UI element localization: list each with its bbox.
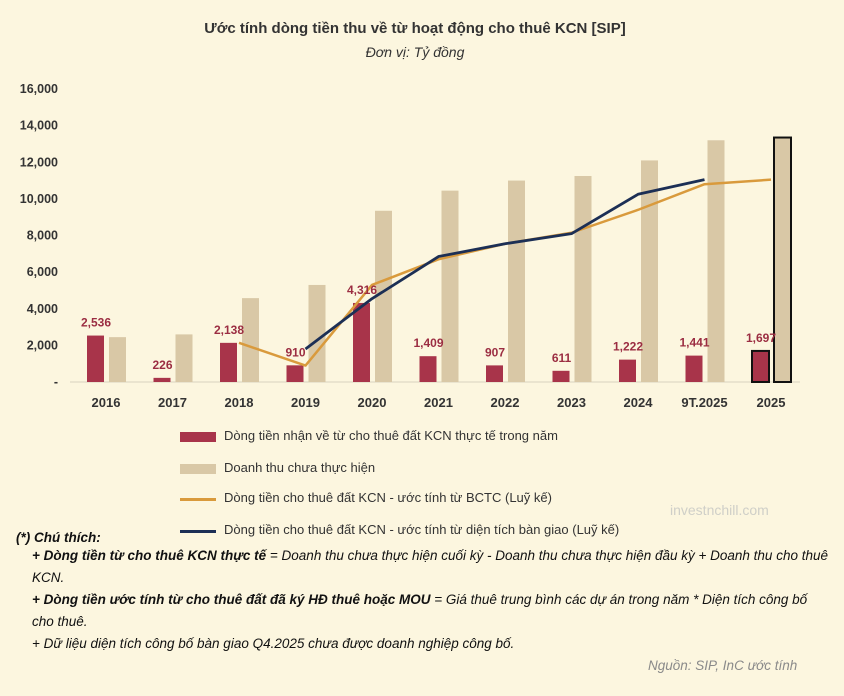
- data-label: 1,697: [746, 331, 776, 345]
- legend-label: Dòng tiền cho thuê đất KCN - ước tính từ…: [224, 522, 620, 537]
- bar-unearned-revenue: [308, 284, 326, 382]
- bar-unearned-revenue: [441, 190, 459, 382]
- chart-canvas: 16,000 14,000 12,000 10,000 8,000 6,000 4,000 2…: [20, 82, 800, 410]
- bar-unearned-revenue: [641, 160, 658, 382]
- legend-label: Dòng tiền cho thuê đất KCN - ước tính từ…: [224, 490, 552, 505]
- y-tick-label: 14,000: [20, 119, 58, 133]
- bar-actual-cashflow: [286, 365, 304, 382]
- legend-swatch-handover-estimate: [180, 530, 216, 533]
- data-label: 1,409: [413, 336, 443, 350]
- x-tick-label: 2020: [358, 395, 387, 410]
- x-tick-label: 2018: [225, 395, 254, 410]
- bar-unearned-revenue: [109, 337, 126, 382]
- legend-swatch-actual-cashflow: [180, 432, 216, 442]
- data-label: 2,536: [81, 316, 111, 330]
- x-tick-label: 2022: [491, 395, 520, 410]
- note-text: = Doanh thu chưa thực hiện cuối kỳ - Doa…: [32, 548, 828, 585]
- y-tick-label: 16,000: [20, 82, 58, 96]
- bar-unearned-revenue: [574, 175, 592, 382]
- data-label: 226: [152, 358, 172, 372]
- x-tick-label: 2017: [158, 395, 187, 410]
- y-tick-label: 4,000: [27, 302, 58, 316]
- bar-actual-cashflow: [552, 370, 570, 382]
- bar-actual-cashflow: [153, 377, 171, 382]
- notes-heading: (*) Chú thích:: [16, 530, 101, 545]
- bar-unearned-revenue: [175, 334, 193, 382]
- data-label: 1,441: [679, 336, 709, 350]
- notes-section: (*) Chú thích: + Dòng tiền từ cho thuê K…: [10, 530, 830, 655]
- y-tick-label: 2,000: [27, 338, 58, 352]
- bar-unearned-revenue: [508, 180, 525, 382]
- y-tick-label: 8,000: [27, 229, 58, 243]
- x-tick-label: 2023: [557, 395, 586, 410]
- bar-actual-cashflow: [353, 302, 370, 382]
- bar-actual-cashflow: [220, 342, 237, 382]
- data-label: 611: [552, 351, 572, 365]
- note-bold: + Dòng tiền từ cho thuê KCN thực tế: [32, 548, 267, 563]
- note-text: = Giá thuê trung bình các dự án trong nă…: [32, 592, 808, 629]
- y-tick-label: -: [54, 375, 58, 389]
- x-tick-label: 2021: [424, 395, 453, 410]
- y-tick-label: 6,000: [27, 265, 58, 279]
- note-item: + Dòng tiền ước tính từ cho thuê đất đã …: [32, 589, 830, 633]
- x-tick-label: 9T.2025: [681, 395, 727, 410]
- bar-unearned-revenue: [375, 210, 392, 382]
- y-tick-label: 12,000: [20, 155, 58, 169]
- data-label: 1,222: [613, 340, 643, 354]
- y-tick-label: 10,000: [20, 192, 58, 206]
- bar-actual-cashflow: [486, 365, 503, 382]
- note-bold: + Dòng tiền ước tính từ cho thuê đất đã …: [32, 592, 431, 607]
- chart-subtitle: Đơn vị: Tỷ đồng: [365, 44, 465, 60]
- source-note: Nguồn: SIP, InC ước tính: [648, 658, 798, 673]
- line-handover-estimate: [304, 178, 705, 351]
- x-tick-label: 2024: [624, 395, 654, 410]
- bar-actual-cashflow: [685, 355, 703, 382]
- bar-actual-cashflow: [751, 349, 770, 383]
- legend-swatch-bctc-estimate: [180, 498, 216, 501]
- data-label: 4,316: [347, 283, 377, 297]
- note-item: + Dữ liệu diện tích công bố bàn giao Q4.…: [32, 633, 830, 655]
- legend-label: Doanh thu chưa thực hiện: [224, 460, 376, 475]
- bar-unearned-revenue: [242, 298, 259, 382]
- chart-title: Ước tính dòng tiền thu về từ hoạt động c…: [204, 20, 626, 37]
- bar-actual-cashflow: [619, 359, 636, 382]
- x-tick-label: 2016: [92, 395, 121, 410]
- bar-actual-cashflow: [87, 335, 104, 382]
- note-text: + Dữ liệu diện tích công bố bàn giao Q4.…: [32, 636, 515, 651]
- data-label: 907: [485, 345, 505, 359]
- legend-label: Dòng tiền nhận về từ cho thuê đất KCN th…: [224, 428, 558, 443]
- data-label: 2,138: [214, 323, 244, 337]
- note-item: + Dòng tiền từ cho thuê KCN thực tế = Do…: [32, 545, 830, 589]
- data-label: 910: [285, 345, 305, 359]
- bar-unearned-revenue: [707, 140, 725, 382]
- legend-swatch-unearned-revenue: [180, 464, 216, 474]
- x-tick-label: 2025: [757, 395, 786, 410]
- bar-actual-cashflow: [419, 356, 437, 382]
- bar-unearned-revenue: [773, 136, 792, 383]
- x-tick-label: 2019: [291, 395, 320, 410]
- watermark: investnchill.com: [670, 502, 769, 518]
